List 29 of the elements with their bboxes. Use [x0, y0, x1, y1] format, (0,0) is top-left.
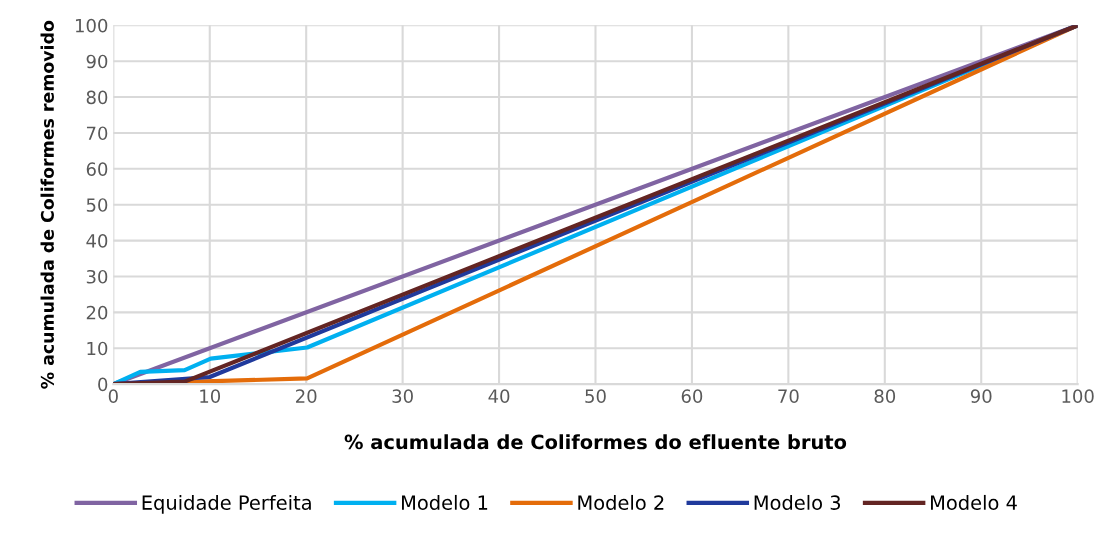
x-tick-label: 70 — [778, 389, 799, 403]
y-tick-label: 50 — [86, 198, 108, 212]
y-tick-label: 70 — [86, 126, 108, 141]
x-tick-label: 60 — [681, 389, 703, 403]
x-tick-label: 40 — [488, 389, 510, 403]
x-tick-label: 80 — [874, 389, 896, 403]
y-tick-label: 10 — [87, 341, 108, 356]
legend-label: Modelo 4 — [931, 494, 1017, 510]
x-axis-title: % acumulada de Coliformes do efluente bruto — [344, 434, 847, 450]
legend-label: Modelo 3 — [754, 494, 841, 510]
y-tick-label: 20 — [86, 305, 108, 320]
y-tick-label: 0 — [98, 377, 108, 392]
x-tick-label: 50 — [585, 389, 606, 403]
legend-label: Equidade Perfeita — [142, 494, 311, 514]
legend-label: Modelo 1 — [402, 494, 488, 510]
y-tick-label: 60 — [86, 162, 108, 176]
y-axis-title: % acumulada de Coliformes removido — [40, 20, 54, 389]
y-tick-label: 100 — [75, 18, 108, 33]
y-tick-label: 90 — [86, 54, 108, 69]
x-tick-label: 20 — [296, 389, 317, 403]
x-tick-label: 10 — [200, 389, 221, 403]
x-tick-label: 90 — [970, 389, 992, 403]
x-tick-label: 0 — [108, 389, 118, 403]
y-tick-label: 30 — [86, 269, 108, 284]
y-tick-label: 80 — [86, 90, 108, 105]
x-tick-label: 30 — [392, 389, 413, 403]
x-tick-label: 100 — [1062, 389, 1094, 403]
y-tick-label: 40 — [86, 234, 108, 248]
legend-label: Modelo 2 — [578, 494, 664, 510]
